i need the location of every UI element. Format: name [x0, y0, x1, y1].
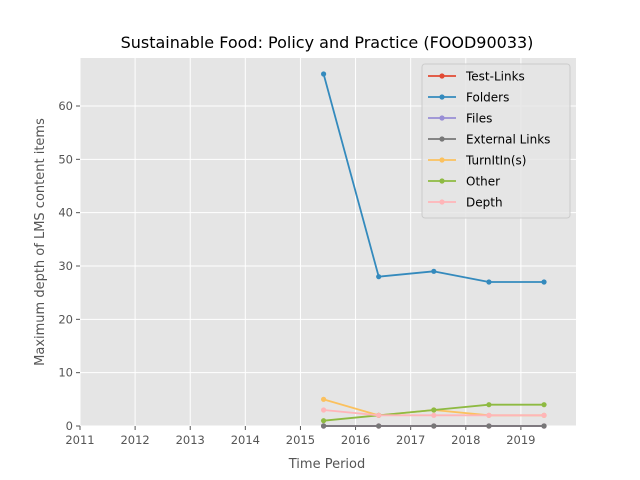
y-tick-label: 0	[66, 419, 73, 433]
data-point	[431, 423, 437, 429]
y-tick-label: 60	[58, 99, 73, 113]
x-tick-label: 2012	[120, 433, 149, 447]
x-tick-label: 2015	[286, 433, 315, 447]
data-point	[431, 412, 437, 418]
legend-marker	[439, 94, 445, 100]
legend-marker	[439, 115, 445, 121]
series-external-links	[320, 423, 547, 429]
x-tick-label: 2013	[176, 433, 205, 447]
data-point	[486, 402, 492, 408]
data-point	[320, 423, 327, 429]
data-point	[320, 71, 327, 77]
legend-marker	[439, 157, 445, 163]
legend-label: Depth	[466, 196, 503, 210]
legend-label: External Links	[466, 133, 550, 147]
series-depth	[320, 407, 547, 418]
data-point	[320, 418, 327, 424]
legend-item: Other	[428, 175, 500, 189]
data-point	[376, 423, 382, 429]
data-point	[431, 268, 437, 274]
data-point	[486, 412, 492, 418]
series-layer	[320, 71, 547, 429]
y-axis: 0 10 20 30 40 50 60	[58, 99, 80, 433]
legend-item: External Links	[428, 133, 550, 147]
y-tick-label: 30	[58, 259, 73, 273]
legend-label: Folders	[466, 91, 509, 105]
y-tick-label: 40	[58, 206, 73, 220]
legend-item: TurnItIn(s)	[428, 154, 526, 168]
legend-label: Other	[466, 175, 500, 189]
legend-marker	[439, 136, 445, 142]
y-tick-label: 50	[58, 152, 73, 166]
y-tick-label: 20	[58, 312, 73, 326]
data-point	[376, 274, 382, 280]
data-point	[320, 407, 327, 413]
x-tick-label: 2018	[451, 433, 480, 447]
legend-item: Depth	[428, 196, 503, 210]
data-point	[541, 402, 547, 408]
legend-item: Test-Links	[428, 70, 525, 84]
chart-title: Sustainable Food: Policy and Practice (F…	[121, 33, 534, 52]
data-point	[431, 407, 437, 413]
legend-label: TurnItIn(s)	[465, 154, 526, 168]
legend-marker	[439, 178, 445, 184]
x-tick-label: 2019	[506, 433, 535, 447]
x-axis-label: Time Period	[288, 457, 365, 472]
x-tick-label: 2014	[231, 433, 260, 447]
data-point	[541, 423, 547, 429]
x-tick-label: 2011	[65, 433, 94, 447]
legend-marker	[439, 199, 445, 205]
legend-item: Files	[428, 112, 492, 126]
legend-item: Folders	[428, 91, 509, 105]
data-point	[486, 279, 492, 285]
series-folders	[320, 71, 547, 285]
legend-label: Files	[466, 112, 492, 126]
data-point	[376, 412, 382, 418]
x-tick-label: 2016	[341, 433, 370, 447]
data-point	[486, 423, 492, 429]
legend: Test-Links Folders Files External Links Turn…	[421, 63, 571, 219]
legend-label: Test-Links	[465, 70, 525, 84]
y-axis-label: Maximum depth of LMS content items	[33, 118, 48, 366]
legend-marker	[439, 73, 445, 79]
x-tick-label: 2017	[396, 433, 425, 447]
data-point	[541, 412, 547, 418]
x-axis: 2011 2012 2013 2014 2015 2016 2017 2018 2019	[65, 426, 536, 447]
data-point	[541, 279, 547, 285]
y-tick-label: 10	[58, 366, 73, 380]
legend-box	[421, 63, 571, 219]
data-point	[320, 396, 327, 402]
series-other	[320, 402, 547, 424]
